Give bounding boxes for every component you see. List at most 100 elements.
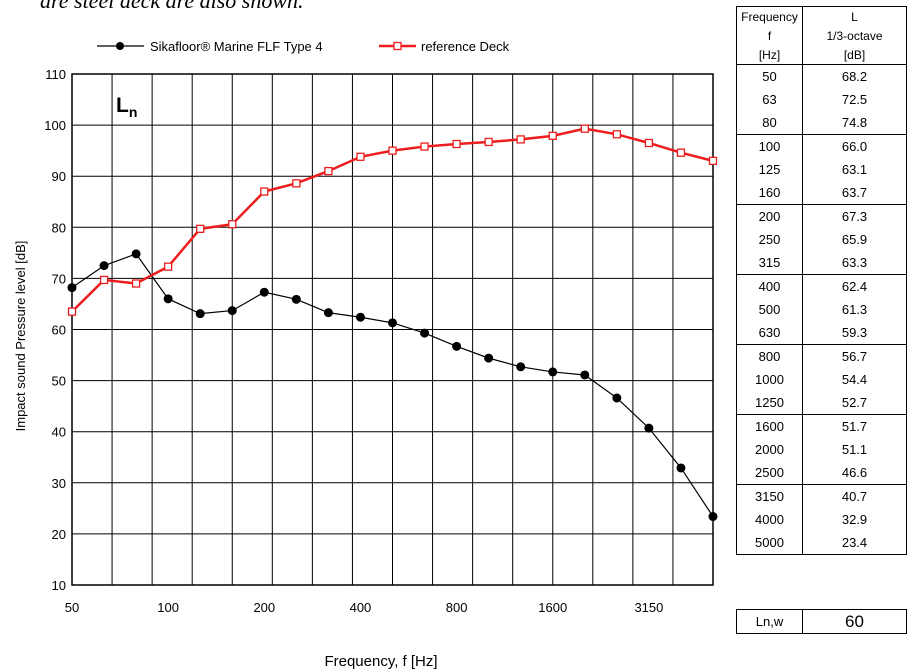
table-row: 315 63.3 [736,251,907,275]
table-header-cell: Frequency [736,6,803,26]
y-tick-label: 50 [52,374,66,389]
frequency-cell: 630 [736,321,803,345]
series-1 [67,249,718,522]
level-cell: 61.3 [802,298,907,321]
plot-frame [71,73,714,586]
frequency-cell: 500 [736,298,803,321]
data-point [452,341,462,351]
table-row: 200 67.3 [736,204,907,228]
annotation-main: L [116,94,129,117]
table-header-row: f 1/3-octave [736,26,907,45]
x-tick-label: 100 [157,600,179,615]
data-point [228,220,237,229]
y-tick-label: 10 [52,578,66,593]
level-cell: 51.7 [802,414,907,438]
data-point [452,139,461,149]
level-cell: 59.3 [802,321,907,345]
data-point [548,131,557,140]
data-point [67,307,77,316]
table-row: 1000 54.4 [736,368,907,391]
table-row: 80 74.8 [736,111,907,135]
data-point [612,130,621,139]
table-row: 50 68.2 [736,64,907,88]
data-point [323,308,333,318]
legend-label: Sikafloor® Marine FLF Type 4 [150,39,323,54]
data-point [388,146,397,155]
table-header-cell: f [736,26,803,45]
frequency-cell: 4000 [736,508,803,531]
frequency-cell: 5000 [736,531,803,555]
y-tick-label: 70 [52,271,66,286]
level-cell: 23.4 [802,531,907,555]
level-cell: 62.4 [802,274,907,298]
data-point [420,142,429,151]
table-header-row: Frequency L [736,6,907,26]
table-row: 100 66.0 [736,134,907,158]
y-tick-label: 40 [52,425,66,440]
x-tick-label: 400 [350,600,372,615]
frequency-cell: 63 [736,88,803,111]
data-point [355,312,365,322]
data-point [195,309,205,319]
frequency-cell: 100 [736,134,803,158]
data-point [99,261,109,271]
data-point [356,152,365,161]
table-row: 125 63.1 [736,158,907,181]
frequency-cell: 1250 [736,391,803,415]
data-point [388,318,397,328]
table-row: 630 59.3 [736,321,907,345]
frequency-cell: 400 [736,274,803,298]
table-row: 400 62.4 [736,274,907,298]
table-row: 160 63.7 [736,181,907,205]
data-point [99,275,109,285]
frequency-cell: 1600 [736,414,803,438]
x-tick-label: 50 [65,600,79,615]
legend-item-1: Sikafloor® Marine FLF Type 4 [97,39,323,54]
y-tick-labels: 10 20 30 40 50 60 70 80 90 100 110 [44,67,66,593]
table-row: 500 61.3 [736,298,907,321]
table-header-cell: [dB] [802,45,907,65]
frequency-cell: 2000 [736,438,803,461]
frequency-cell: 80 [736,111,803,135]
data-point [292,179,301,188]
table-row: 3150 40.7 [736,484,907,508]
level-cell: 52.7 [802,391,907,415]
x-axis-label: Frequency, f [Hz] [324,653,437,669]
annotation-sub: n [129,104,138,120]
data-point [484,353,494,363]
table-header-cell: L [802,6,907,26]
level-cell: 66.0 [802,134,907,158]
plot-annotation: Ln [116,94,137,120]
level-cell: 51.1 [802,438,907,461]
table-row: 250 65.9 [736,228,907,251]
level-cell: 63.7 [802,181,907,205]
level-cell: 54.4 [802,368,907,391]
data-point [708,156,718,166]
data-point [516,135,525,144]
level-cell: 32.9 [802,508,907,531]
data-point [131,279,141,288]
frequency-cell: 2500 [736,461,803,485]
data-point [676,148,686,157]
table-header-cell: [Hz] [736,45,803,65]
rating-table: Ln,w 60 [736,609,907,634]
table-header-cell: 1/3-octave [802,26,907,45]
frequency-cell: 315 [736,251,803,275]
level-cell: 56.7 [802,344,907,368]
level-cell: 74.8 [802,111,907,135]
data-point [644,138,654,148]
data-point [676,463,686,473]
legend-label: reference Deck [421,39,510,54]
y-tick-label: 60 [52,323,66,338]
level-cell: 40.7 [802,484,907,508]
y-tick-label: 110 [45,67,66,82]
x-tick-label: 3150 [634,600,663,615]
data-point [516,362,526,372]
frequency-cell: 800 [736,344,803,368]
rating-label: Ln,w [736,609,803,634]
table-row: 5000 23.4 [736,531,907,555]
rating-value: 60 [802,609,907,634]
data-point [163,294,173,304]
frequency-cell: 1000 [736,368,803,391]
data-point [420,328,430,338]
